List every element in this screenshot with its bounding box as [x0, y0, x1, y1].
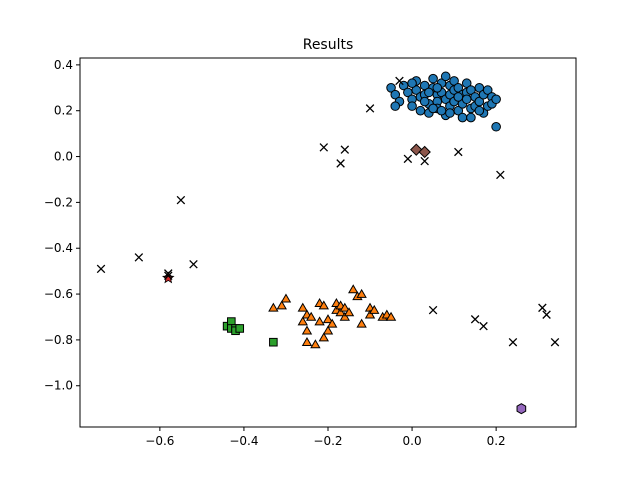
point-circle [474, 105, 485, 116]
point-triangle [385, 311, 397, 321]
y-tick-label: −0.2 [44, 195, 73, 209]
point-triangle [301, 336, 313, 346]
point-circle [461, 78, 472, 89]
point-x [496, 170, 505, 180]
point-circle [419, 96, 430, 107]
point-circle [453, 92, 464, 102]
point-square [235, 324, 245, 333]
point-triangle [297, 302, 308, 312]
x-tick-label: 0.2 [487, 434, 506, 448]
point-circle [428, 103, 438, 114]
point-circle [474, 96, 485, 107]
point-diamond [418, 145, 431, 159]
point-triangle [356, 318, 367, 328]
y-tick-label: −0.8 [44, 333, 73, 347]
point-circle [466, 112, 476, 123]
point-triangle [276, 300, 287, 310]
x-tick-label: 0.0 [403, 434, 422, 448]
point-triangle [369, 304, 380, 314]
point-x [365, 104, 375, 113]
x-axis: −0.6 −0.4 −0.2 0.0 0.2 [145, 427, 506, 448]
point-triangle [268, 302, 279, 312]
point-circle [386, 82, 396, 93]
x-tick-label: −0.4 [229, 434, 258, 448]
point-circle [440, 71, 451, 82]
point-triangle [327, 318, 338, 328]
point-triangle [314, 316, 325, 326]
x-tick-label: −0.6 [145, 434, 174, 448]
point-triangle [339, 302, 351, 312]
point-x [164, 271, 173, 280]
y-tick-label: −0.4 [44, 241, 73, 255]
point-triangle [348, 284, 359, 294]
point-circle [449, 76, 459, 86]
point-triangle [339, 311, 351, 321]
point-x [508, 337, 518, 347]
point-triangle [301, 325, 313, 335]
point-triangle [322, 314, 334, 324]
y-tick-label: −0.6 [44, 287, 73, 301]
point-circle [445, 108, 455, 118]
point-triangle [335, 307, 346, 317]
y-tick-label: −1.0 [44, 379, 73, 393]
point-x [336, 159, 345, 168]
point-triangle [305, 311, 317, 321]
point-circle [461, 94, 472, 105]
point-circle [428, 73, 438, 84]
point-x [403, 154, 413, 164]
point-circle [424, 87, 434, 98]
point-triangle [364, 309, 376, 319]
point-square [269, 337, 278, 347]
point-x [395, 76, 404, 86]
point-triangle [322, 325, 334, 335]
point-triangle [310, 339, 321, 349]
point-triangle [297, 316, 308, 326]
point-triangle [280, 293, 292, 303]
point-triangle [318, 332, 329, 342]
point-x [550, 337, 560, 347]
point-circle [407, 78, 417, 89]
point-x [542, 310, 551, 319]
y-tick-label: 0.0 [54, 150, 73, 164]
point-star [162, 271, 175, 284]
point-x [479, 321, 488, 331]
data-marks [96, 71, 560, 415]
y-axis: −1.0 −0.8 −0.6 −0.4 −0.2 0.0 0.2 0.4 [44, 58, 80, 393]
point-x [538, 303, 547, 313]
point-circle [436, 105, 447, 116]
point-circle [491, 121, 501, 132]
chart-title: Results [303, 37, 354, 53]
point-x [470, 315, 480, 324]
point-circle [415, 105, 426, 116]
point-triangle [318, 300, 329, 310]
point-x [164, 269, 173, 278]
point-x [96, 264, 106, 274]
point-circle [491, 94, 501, 105]
point-x [454, 147, 463, 157]
point-circle [390, 101, 401, 111]
y-tick-label: 0.4 [54, 58, 73, 72]
plot-frame [79, 57, 577, 428]
y-tick-label: 0.2 [54, 104, 73, 118]
point-circle [390, 89, 401, 100]
point-x [420, 156, 429, 166]
point-x [189, 260, 198, 269]
point-circle [482, 85, 493, 95]
point-hexagon [516, 403, 527, 415]
point-x [134, 253, 144, 262]
point-x [428, 305, 438, 315]
point-circle [411, 85, 422, 95]
point-circle [407, 101, 417, 111]
point-x [340, 145, 350, 154]
point-x [176, 195, 186, 205]
x-tick-label: −0.2 [313, 434, 342, 448]
point-x [319, 143, 329, 152]
point-circle [457, 112, 468, 123]
point-circle [453, 82, 464, 93]
point-triangle [343, 307, 355, 317]
point-triangle [356, 288, 367, 298]
point-circle [432, 82, 443, 93]
